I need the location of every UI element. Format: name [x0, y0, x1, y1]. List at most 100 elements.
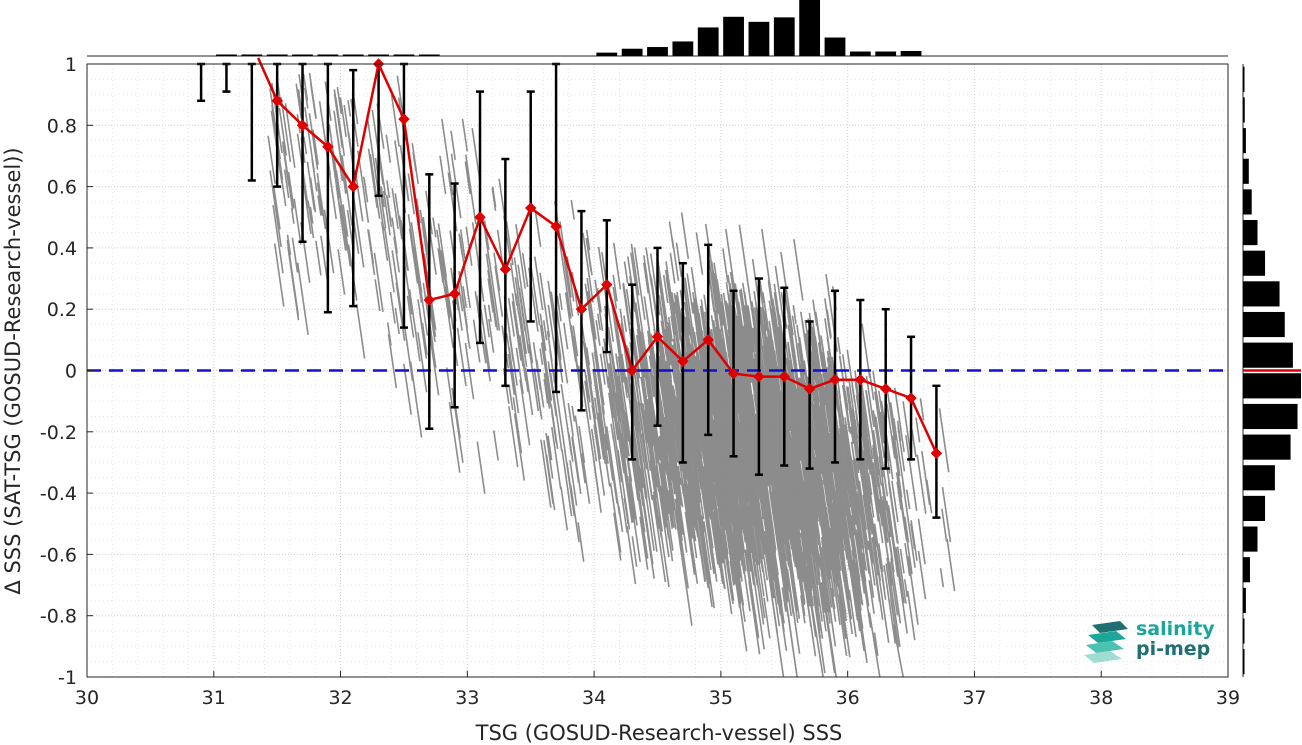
mean-marker: [347, 180, 359, 193]
top-hist-bar: [216, 54, 237, 56]
right-hist-bar: [1243, 342, 1293, 368]
x-tick: 35: [709, 687, 733, 709]
x-tick-label: 37: [962, 687, 986, 709]
top-hist-bar: [292, 54, 313, 56]
mean-marker: [753, 370, 765, 383]
y-tick-label: -0.4: [40, 483, 77, 505]
x-tick: 32: [328, 687, 352, 709]
y-tick: 0.6: [47, 177, 77, 199]
y-tick-label: 0.4: [47, 238, 77, 260]
x-tick-label: 39: [1216, 687, 1240, 709]
mean-marker: [829, 373, 841, 386]
top-hist-bar: [368, 54, 389, 56]
mean-marker: [575, 303, 588, 315]
x-tick: 36: [836, 687, 860, 709]
logo-text-salinity: salinity: [1136, 618, 1215, 640]
mean-marker: [651, 331, 664, 343]
right-hist-bar: [1243, 557, 1250, 583]
x-tick: 39: [1216, 687, 1240, 709]
mean-marker: [499, 263, 512, 276]
binned-mean-markers: [271, 58, 943, 459]
top-hist-bar: [621, 48, 643, 56]
top-hist-bar: [647, 47, 668, 56]
y-tick-label: 0.6: [47, 177, 77, 199]
x-axis-ticks: 30 31 32 33 34 35 36 37 38 39: [75, 671, 1240, 709]
top-hist-bar: [393, 54, 415, 56]
y-tick-label: -1: [58, 667, 77, 689]
top-hist-bar: [748, 21, 770, 56]
y-tick: -0.2: [40, 422, 77, 444]
x-tick-label: 35: [709, 687, 733, 709]
y-tick: 1: [65, 54, 77, 76]
right-hist-bar: [1243, 587, 1246, 613]
right-hist-bar: [1243, 465, 1275, 491]
right-hist-bar: [1243, 66, 1245, 92]
mean-marker: [550, 220, 562, 233]
y-axis-label: Δ SSS (SAT-TSG (GOSUD-Research-vessel)): [1, 147, 25, 594]
main-plot-area: 30 31 32 33 34 35 36 37 38 39 -1 -0.8 -0.6 -0.4 -0.2 0…: [40, 54, 1240, 709]
right-hist-bar: [1243, 618, 1245, 644]
y-tick-label: -0.8: [40, 606, 77, 628]
top-hist-bar: [900, 50, 922, 56]
mean-marker: [448, 288, 461, 300]
y-tick: 0: [65, 361, 77, 383]
top-hist-bar: [317, 54, 339, 56]
x-tick-label: 33: [455, 687, 479, 709]
scatter-streaks: [267, 72, 956, 678]
mean-marker: [474, 211, 486, 223]
top-hist-bar: [824, 37, 846, 56]
mean-marker: [626, 364, 638, 377]
right-hist-bar: [1243, 158, 1249, 184]
y-tick-label: 0.8: [47, 115, 77, 137]
x-tick-label: 31: [202, 687, 226, 709]
y-tick: -1: [58, 667, 77, 689]
x-tick: 37: [962, 687, 986, 709]
salinity-pi-mep-logo: salinity pi-mep: [1082, 617, 1222, 667]
right-hist-bar: [1243, 281, 1280, 307]
y-tick: 0.8: [47, 115, 77, 137]
mean-marker: [854, 373, 867, 386]
mean-marker: [601, 278, 613, 291]
x-tick: 33: [455, 687, 479, 709]
y-tick: -0.4: [40, 483, 77, 505]
top-histogram: [87, 0, 1228, 57]
y-axis-ticks: -1 -0.8 -0.6 -0.4 -0.2 0 0.2 0.4 0.6 0.8 1: [40, 54, 93, 689]
y-tick-label: -0.2: [40, 422, 77, 444]
y-tick: -0.6: [40, 544, 77, 566]
top-hist-bar: [672, 41, 694, 56]
x-tick-label: 36: [836, 687, 860, 709]
mean-marker: [423, 294, 436, 306]
mean-marker: [677, 355, 689, 368]
top-hist-bar: [596, 52, 618, 56]
logo-mark-icon: [1084, 621, 1128, 663]
top-hist-bar: [697, 27, 719, 56]
top-hist-bar: [773, 17, 795, 56]
mean-marker: [702, 334, 714, 346]
x-axis-label: TSG (GOSUD-Research-vessel) SSS: [475, 721, 843, 745]
mean-marker: [271, 95, 283, 107]
right-histogram: [1242, 64, 1301, 677]
mean-marker: [296, 119, 309, 132]
right-hist-bar: [1243, 250, 1266, 276]
right-hist-bar: [1243, 189, 1252, 215]
top-hist-bar: [241, 54, 263, 56]
mean-marker: [905, 392, 917, 404]
y-tick: -0.8: [40, 606, 77, 628]
top-hist-bar: [849, 51, 871, 56]
scatter-points: [267, 72, 956, 678]
binned-mean-line: [257, 57, 938, 454]
top-hist-bar: [342, 54, 364, 56]
x-tick: 30: [75, 687, 99, 709]
right-hist-bar: [1243, 311, 1285, 338]
y-tick: 0.4: [47, 238, 77, 260]
mean-marker: [930, 447, 943, 459]
y-tick: 0.2: [47, 299, 77, 321]
right-hist-bar: [1243, 649, 1245, 675]
x-tick-label: 30: [75, 687, 99, 709]
right-hist-bar: [1243, 220, 1258, 246]
mean-marker: [525, 202, 537, 214]
x-tick: 38: [1089, 687, 1113, 709]
right-hist-bar: [1243, 403, 1298, 430]
right-hist-bar: [1243, 373, 1301, 399]
right-hist-bar: [1243, 434, 1291, 460]
